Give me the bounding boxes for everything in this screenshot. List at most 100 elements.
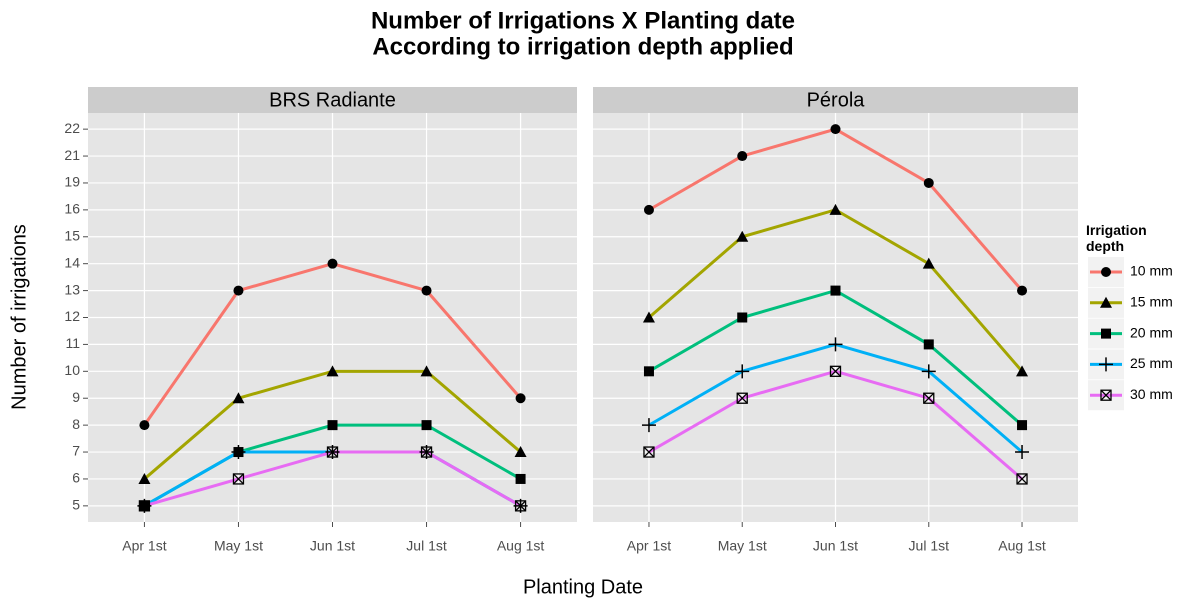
marker-shape xyxy=(641,418,656,433)
legend-marker xyxy=(1101,328,1111,339)
marker xyxy=(1016,365,1029,377)
marker xyxy=(829,203,842,215)
y-tick-label: 15 xyxy=(64,227,80,243)
marker-shape xyxy=(327,258,338,269)
marker xyxy=(326,365,339,377)
marker-shape xyxy=(1101,267,1111,277)
marker-shape xyxy=(1100,389,1112,401)
marker-shape xyxy=(421,420,432,431)
chart-subtitle: According to irrigation depth applied xyxy=(372,33,793,60)
marker xyxy=(420,365,433,377)
legend-label: 20 mm xyxy=(1130,324,1173,340)
y-tick-label: 8 xyxy=(72,416,80,432)
x-tick-label: Jul 1st xyxy=(406,538,447,554)
legend-marker xyxy=(1101,267,1111,277)
marker-shape xyxy=(515,500,527,512)
marker-shape xyxy=(828,337,843,352)
y-tick-label: 12 xyxy=(64,308,80,324)
y-tick-label: 13 xyxy=(64,281,80,297)
y-tick-label: 16 xyxy=(64,201,80,217)
marker-shape xyxy=(1100,389,1112,401)
marker-shape xyxy=(515,393,526,404)
legend-marker xyxy=(1100,296,1112,308)
marker xyxy=(1016,473,1028,485)
x-tick-label: Jul 1st xyxy=(909,538,950,554)
marker xyxy=(923,177,934,188)
marker xyxy=(641,418,656,433)
marker-shape xyxy=(643,204,654,215)
marker xyxy=(830,124,841,135)
marker-shape xyxy=(232,392,245,404)
marker-shape xyxy=(1101,328,1111,339)
y-tick-label: 9 xyxy=(72,389,80,405)
y-tick-label: 6 xyxy=(72,470,80,486)
legend-label: 15 mm xyxy=(1130,294,1173,310)
marker xyxy=(1015,445,1030,460)
marker-shape xyxy=(139,420,150,431)
marker-shape xyxy=(1017,285,1028,296)
marker-shape xyxy=(514,500,527,512)
marker xyxy=(643,204,654,215)
marker-shape xyxy=(1017,420,1028,431)
marker xyxy=(327,258,338,269)
legend-label: 25 mm xyxy=(1130,355,1173,371)
marker-shape xyxy=(737,151,748,162)
x-tick-label: Aug 1st xyxy=(497,538,545,554)
marker xyxy=(514,446,527,458)
marker-shape xyxy=(1100,296,1112,308)
marker xyxy=(828,337,843,352)
panel-title: Pérola xyxy=(807,89,866,111)
y-tick-label: 11 xyxy=(65,335,80,351)
marker xyxy=(515,393,526,404)
marker-shape xyxy=(830,285,841,296)
marker-shape xyxy=(233,285,244,296)
legend-marker xyxy=(1100,389,1112,401)
marker-shape xyxy=(643,446,655,458)
legend-title: Irrigation depth xyxy=(1086,222,1147,254)
strip xyxy=(593,87,1078,113)
x-tick-label: May 1st xyxy=(718,538,767,554)
marker-shape xyxy=(326,365,339,377)
marker-shape xyxy=(1016,473,1028,485)
x-tick-label: May 1st xyxy=(214,538,263,554)
y-tick-label: 14 xyxy=(64,254,80,270)
marker-shape xyxy=(232,473,245,485)
marker xyxy=(326,446,339,458)
x-tick-label: Jun 1st xyxy=(813,538,858,554)
marker-shape xyxy=(923,177,934,188)
marker-shape xyxy=(1016,365,1029,377)
marker xyxy=(233,285,244,296)
marker-shape xyxy=(922,257,935,269)
marker-shape xyxy=(642,311,655,323)
marker xyxy=(923,339,934,350)
marker-shape xyxy=(643,446,655,458)
marker xyxy=(923,392,935,404)
marker-shape xyxy=(138,500,150,512)
marker xyxy=(736,230,749,242)
marker-shape xyxy=(830,365,841,377)
marker xyxy=(1017,285,1028,296)
marker-shape xyxy=(923,392,935,404)
marker-shape xyxy=(830,124,841,135)
marker xyxy=(139,420,150,431)
marker-shape xyxy=(736,392,748,404)
marker-shape xyxy=(421,446,432,458)
marker-shape xyxy=(829,365,842,377)
marker-shape xyxy=(923,392,935,404)
marker-shape xyxy=(421,285,432,296)
marker xyxy=(643,446,655,458)
marker-shape xyxy=(1016,473,1028,485)
marker xyxy=(921,364,936,379)
y-tick-label: 5 xyxy=(72,497,80,513)
marker xyxy=(736,392,748,404)
legend-label: 10 mm xyxy=(1130,263,1173,279)
marker xyxy=(737,312,748,323)
marker xyxy=(327,420,338,431)
marker-shape xyxy=(1015,445,1030,460)
marker xyxy=(138,472,151,484)
x-tick-label: Apr 1st xyxy=(627,538,671,554)
marker-shape xyxy=(514,446,527,458)
marker xyxy=(232,473,245,485)
